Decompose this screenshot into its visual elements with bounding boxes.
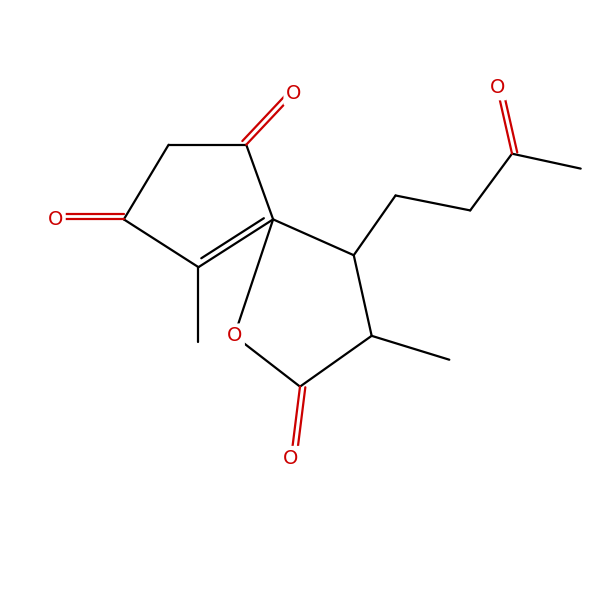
Text: O: O xyxy=(490,79,505,97)
Text: O: O xyxy=(286,85,302,103)
Text: O: O xyxy=(47,210,63,229)
Text: O: O xyxy=(283,449,299,468)
Text: O: O xyxy=(227,326,242,346)
